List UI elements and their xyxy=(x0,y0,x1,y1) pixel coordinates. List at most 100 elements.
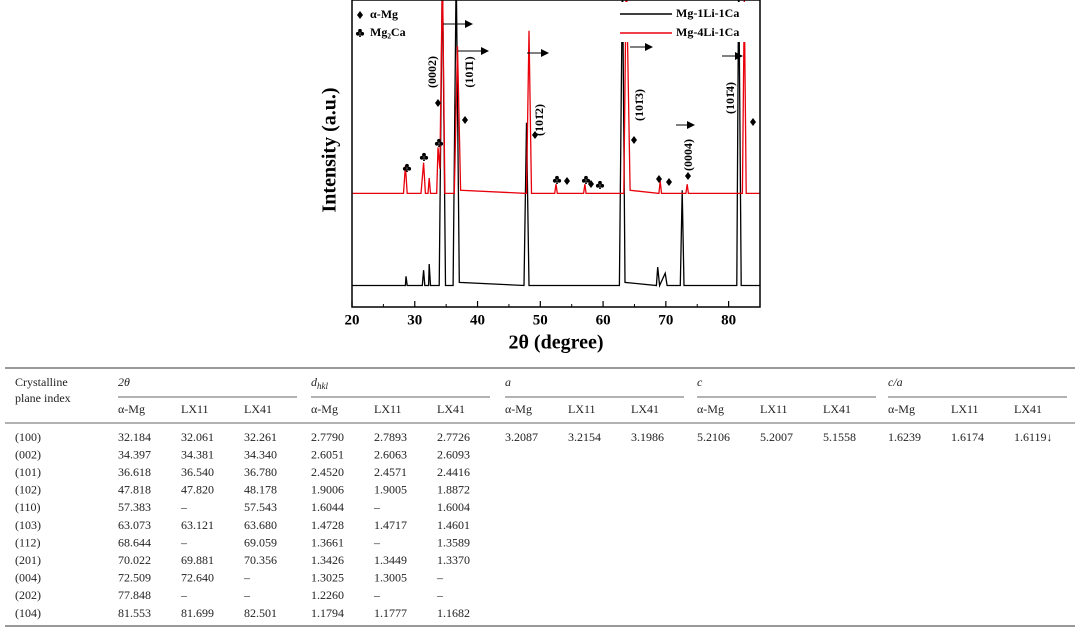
value-cell: 81.553 xyxy=(118,606,151,620)
mg2ca-marker xyxy=(581,175,591,184)
x-tick-label: 40 xyxy=(470,312,485,328)
legend-label: Mg-4Li-1Ca xyxy=(676,25,739,39)
spectrum-line xyxy=(352,0,760,195)
sub-header: LX41 xyxy=(437,402,465,416)
group-label: c/a xyxy=(888,375,903,389)
row-header: Crystalline xyxy=(15,375,68,389)
plane-cell: (104) xyxy=(15,606,41,620)
value-cell: 63.680 xyxy=(244,518,277,532)
group-sub: hkl xyxy=(317,381,328,391)
value-cell: – xyxy=(436,588,444,602)
sub-header: LX11 xyxy=(181,402,209,416)
value-cell: 81.699 xyxy=(181,606,214,620)
value-cell: 1.1794 xyxy=(311,606,344,620)
plane-cell: (004) xyxy=(15,571,41,585)
value-cell: 77.848 xyxy=(118,588,151,602)
table: Crystalline plane index 2θ α-Mg LX11 LX41 dhkl… xyxy=(5,367,1075,627)
alpha-mg-marker xyxy=(462,116,468,124)
club-lobe xyxy=(600,183,605,188)
sub-header: LX11 xyxy=(760,402,788,416)
club-lobe xyxy=(407,166,412,171)
club-lobe xyxy=(586,178,591,183)
alpha-mg-marker xyxy=(685,172,691,180)
spectrum-line xyxy=(352,0,760,288)
value-cell: 1.3449 xyxy=(374,553,407,567)
club-stem xyxy=(406,168,408,172)
value-cell: 2.7726 xyxy=(437,430,470,444)
alpha-mg-marker xyxy=(666,178,672,186)
club-lobe xyxy=(555,175,559,180)
value-cell: 2.6063 xyxy=(374,447,407,461)
value-cell: 1.4601 xyxy=(437,518,470,532)
value-cell: 2.6093 xyxy=(437,447,470,461)
group-label: a xyxy=(505,375,511,389)
plane-cell: (101) xyxy=(15,465,41,479)
club-lobe xyxy=(595,183,600,188)
value-cell: 1.3589 xyxy=(437,535,470,549)
group-header: dhkl xyxy=(311,375,328,391)
value-cell: 2.7893 xyxy=(374,430,407,444)
group-header: c xyxy=(697,375,703,389)
x-tick-label: 20 xyxy=(345,312,360,328)
plane-annotation: (101̄3) xyxy=(632,89,646,121)
sub-header: α-Mg xyxy=(888,402,915,416)
phase-legend-label: α-Mg xyxy=(370,7,398,21)
mg2ca-marker xyxy=(552,175,562,184)
club-lobe xyxy=(402,166,407,171)
value-cell: – xyxy=(180,588,188,602)
value-cell: 2.6051 xyxy=(311,447,344,461)
sub-header: LX11 xyxy=(374,402,402,416)
value-cell: 2.4416 xyxy=(437,465,470,479)
x-tick-label: 70 xyxy=(658,312,673,328)
club-lobe xyxy=(552,178,557,183)
value-cell: – xyxy=(373,535,381,549)
value-cell: 47.820 xyxy=(181,483,214,497)
value-cell: 1.9005 xyxy=(374,483,407,497)
plane-cell: (002) xyxy=(15,447,41,461)
value-cell: 2.4520 xyxy=(311,465,344,479)
x-tick-label: 60 xyxy=(596,312,611,328)
club-stem xyxy=(359,33,361,37)
sub-header: LX41 xyxy=(823,402,851,416)
club-lobe xyxy=(439,141,444,146)
sub-header: α-Mg xyxy=(697,402,724,416)
value-cell: 69.059 xyxy=(244,535,277,549)
value-cell: 1.8872 xyxy=(437,483,470,497)
mg2ca-marker xyxy=(355,28,365,37)
value-cell: 1.3370 xyxy=(437,553,470,567)
row-header: plane index xyxy=(15,391,71,405)
group-label: d xyxy=(311,375,318,389)
plane-cell: (201) xyxy=(15,553,41,567)
value-cell: 48.178 xyxy=(244,483,277,497)
alpha-mg-marker xyxy=(357,11,363,19)
club-stem xyxy=(423,157,425,161)
sub-header: α-Mg xyxy=(311,402,338,416)
alpha-mg-marker xyxy=(532,131,538,139)
x-tick-label: 80 xyxy=(721,312,736,328)
plane-cell: (103) xyxy=(15,518,41,532)
plane-cell: (112) xyxy=(15,535,41,549)
value-cell: 32.184 xyxy=(118,430,151,444)
value-cell: 5.1558 xyxy=(823,430,856,444)
club-lobe xyxy=(437,138,441,143)
value-cell: 70.356 xyxy=(244,553,277,567)
value-cell: 82.501 xyxy=(244,606,277,620)
alpha-mg-marker xyxy=(564,177,570,185)
club-lobe xyxy=(405,163,409,168)
value-cell: 36.780 xyxy=(244,465,277,479)
value-cell: 1.3661 xyxy=(311,535,344,549)
mg2ca-marker xyxy=(595,180,605,189)
value-cell: 1.1682 xyxy=(437,606,470,620)
club-lobe xyxy=(598,180,602,185)
value-cell: 68.644 xyxy=(118,535,151,549)
group-header: a xyxy=(505,375,511,389)
figure: 20 30 40 50 60 70 80 2θ (degree) Intensity (a.u.… xyxy=(319,0,761,354)
value-cell: 1.2260 xyxy=(311,588,344,602)
club-lobe xyxy=(422,152,426,157)
alpha-mg-marker xyxy=(656,175,662,183)
value-cell: – xyxy=(180,535,188,549)
club-lobe xyxy=(424,155,429,160)
plane-annotation: (0004) xyxy=(681,139,695,171)
value-cell: 1.6239 xyxy=(888,430,921,444)
value-cell: 1.1777 xyxy=(374,606,407,620)
